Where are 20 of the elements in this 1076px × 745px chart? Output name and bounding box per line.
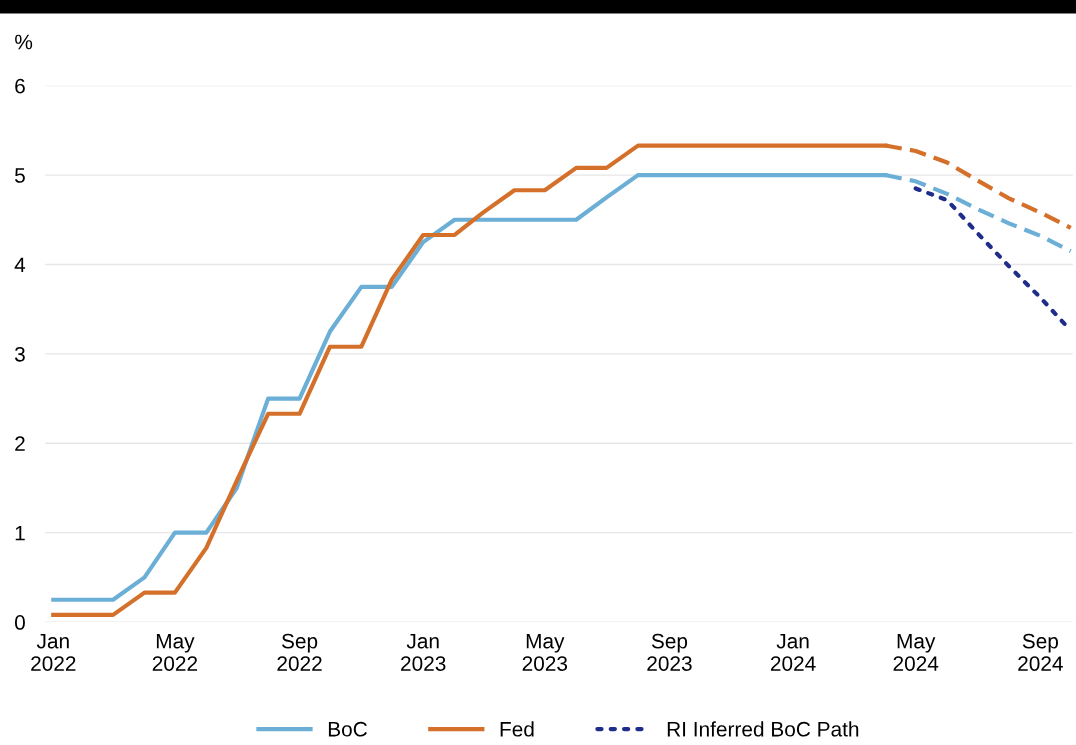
y-tick-label: 5 bbox=[15, 168, 25, 183]
x-tick-label: May 2023 bbox=[522, 633, 568, 671]
y-tick-label: 6 bbox=[15, 78, 25, 94]
x-tick-label: Jan 2022 bbox=[31, 633, 76, 671]
x-tick-label: Sep 2022 bbox=[277, 633, 322, 671]
y-axis-title: % bbox=[15, 34, 33, 50]
y-tick-label: 0 bbox=[14, 615, 25, 630]
y-tick-label: 4 bbox=[14, 257, 26, 273]
legend-label: BoC bbox=[328, 721, 367, 737]
x-tick-label: Jan 2024 bbox=[770, 633, 816, 671]
x-tick-label: May 2024 bbox=[893, 633, 939, 671]
y-tick-label: 2 bbox=[15, 436, 25, 451]
legend-label: Fed bbox=[500, 721, 534, 737]
x-tick-label: Sep 2024 bbox=[1018, 633, 1063, 671]
legend-label: RI Inferred BoC Path bbox=[667, 721, 859, 737]
x-tick-label: Jan 2023 bbox=[401, 633, 446, 671]
x-tick-label: May 2022 bbox=[152, 633, 198, 671]
y-tick-label: 1 bbox=[15, 525, 25, 541]
x-tick-label: Sep 2023 bbox=[647, 633, 692, 671]
y-tick-label: 3 bbox=[14, 346, 25, 362]
